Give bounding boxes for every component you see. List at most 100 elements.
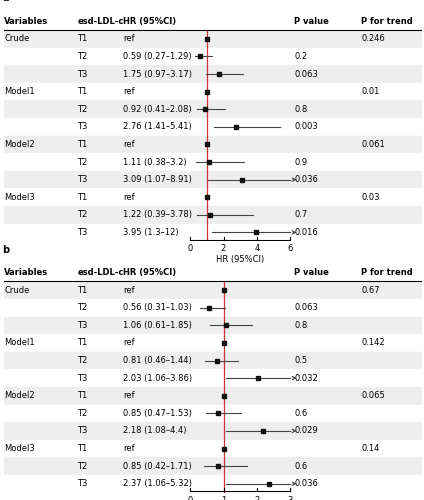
Text: 1: 1 bbox=[221, 496, 226, 500]
Text: T2: T2 bbox=[77, 356, 88, 365]
Text: 0.56 (0.31–1.03): 0.56 (0.31–1.03) bbox=[123, 303, 192, 312]
Text: Crude: Crude bbox=[4, 34, 30, 43]
Text: P for trend: P for trend bbox=[361, 268, 413, 277]
Text: 0.063: 0.063 bbox=[295, 303, 318, 312]
Text: 3.95 (1.3–12): 3.95 (1.3–12) bbox=[123, 228, 179, 237]
Text: 0.016: 0.016 bbox=[295, 228, 318, 237]
Text: esd-LDL-c: esd-LDL-c bbox=[77, 268, 124, 277]
Text: 0.142: 0.142 bbox=[361, 338, 385, 347]
Text: 0: 0 bbox=[187, 496, 193, 500]
Bar bbox=[4, 387, 422, 404]
Text: 2.76 (1.41–5.41): 2.76 (1.41–5.41) bbox=[123, 122, 192, 132]
Text: 0.032: 0.032 bbox=[295, 374, 318, 382]
Text: 0.029: 0.029 bbox=[295, 426, 318, 436]
Bar bbox=[4, 66, 422, 83]
Text: 0.036: 0.036 bbox=[295, 479, 318, 488]
Text: HR (95%CI): HR (95%CI) bbox=[216, 255, 264, 264]
Text: HR (95%CI): HR (95%CI) bbox=[123, 17, 176, 26]
Text: 0.7: 0.7 bbox=[295, 210, 308, 220]
Bar bbox=[4, 440, 422, 458]
Text: 0: 0 bbox=[187, 244, 193, 254]
Bar bbox=[4, 171, 422, 188]
Text: T1: T1 bbox=[77, 87, 88, 96]
Text: T2: T2 bbox=[77, 462, 88, 470]
Bar bbox=[4, 154, 422, 171]
Text: Variables: Variables bbox=[4, 268, 48, 277]
Text: 0.8: 0.8 bbox=[295, 105, 308, 114]
Text: 1.06 (0.61–1.85): 1.06 (0.61–1.85) bbox=[123, 321, 192, 330]
Text: T1: T1 bbox=[77, 140, 88, 149]
Text: 2.37 (1.06–5.32): 2.37 (1.06–5.32) bbox=[123, 479, 192, 488]
Bar bbox=[4, 206, 422, 224]
Text: 0.5: 0.5 bbox=[295, 356, 308, 365]
Text: T3: T3 bbox=[77, 70, 88, 78]
Text: 0.063: 0.063 bbox=[295, 70, 318, 78]
Text: T2: T2 bbox=[77, 210, 88, 220]
Text: T1: T1 bbox=[77, 34, 88, 43]
Text: ref: ref bbox=[123, 193, 135, 202]
Text: P value: P value bbox=[295, 17, 329, 26]
Text: 0.03: 0.03 bbox=[361, 193, 380, 202]
Bar bbox=[4, 299, 422, 316]
Bar bbox=[4, 224, 422, 242]
Text: 0.85 (0.42–1.71): 0.85 (0.42–1.71) bbox=[123, 462, 192, 470]
Text: Variables: Variables bbox=[4, 17, 48, 26]
Text: Model1: Model1 bbox=[4, 338, 35, 347]
Text: T1: T1 bbox=[77, 193, 88, 202]
Bar bbox=[4, 475, 422, 492]
Text: P value: P value bbox=[295, 268, 329, 277]
Text: 0.92 (0.41–2.08): 0.92 (0.41–2.08) bbox=[123, 105, 192, 114]
Bar bbox=[4, 264, 422, 281]
Text: 0.003: 0.003 bbox=[295, 122, 318, 132]
Text: T3: T3 bbox=[77, 321, 88, 330]
Text: 0.01: 0.01 bbox=[361, 87, 380, 96]
Text: 0.85 (0.47–1.53): 0.85 (0.47–1.53) bbox=[123, 409, 192, 418]
Text: T3: T3 bbox=[77, 426, 88, 436]
Text: 0.6: 0.6 bbox=[295, 462, 308, 470]
Text: ref: ref bbox=[123, 391, 135, 400]
Text: Model1: Model1 bbox=[4, 87, 35, 96]
Bar bbox=[4, 83, 422, 100]
Text: T2: T2 bbox=[77, 158, 88, 166]
Text: 0.061: 0.061 bbox=[361, 140, 385, 149]
Text: T1: T1 bbox=[77, 391, 88, 400]
Text: T2: T2 bbox=[77, 409, 88, 418]
Text: ref: ref bbox=[123, 140, 135, 149]
Text: HR (95%CI): HR (95%CI) bbox=[123, 268, 176, 277]
Text: T1: T1 bbox=[77, 286, 88, 294]
Text: 2: 2 bbox=[254, 496, 259, 500]
Text: 3: 3 bbox=[287, 496, 293, 500]
Text: 0.8: 0.8 bbox=[295, 321, 308, 330]
Text: 0.14: 0.14 bbox=[361, 444, 380, 453]
Text: 0.6: 0.6 bbox=[295, 409, 308, 418]
Text: T3: T3 bbox=[77, 175, 88, 184]
Text: Model2: Model2 bbox=[4, 391, 35, 400]
Text: T2: T2 bbox=[77, 303, 88, 312]
Bar bbox=[4, 100, 422, 118]
Bar bbox=[4, 136, 422, 154]
Bar bbox=[4, 404, 422, 422]
Text: 1.11 (0.38–3.2): 1.11 (0.38–3.2) bbox=[123, 158, 187, 166]
Text: 0.9: 0.9 bbox=[295, 158, 308, 166]
Text: 4: 4 bbox=[254, 244, 259, 254]
Bar bbox=[4, 458, 422, 475]
Text: 1.22 (0.39–3.78): 1.22 (0.39–3.78) bbox=[123, 210, 192, 220]
Text: Crude: Crude bbox=[4, 286, 30, 294]
Text: T2: T2 bbox=[77, 52, 88, 61]
Bar bbox=[4, 422, 422, 440]
Text: T3: T3 bbox=[77, 122, 88, 132]
Text: T1: T1 bbox=[77, 444, 88, 453]
Text: ref: ref bbox=[123, 444, 135, 453]
Text: b: b bbox=[2, 244, 9, 254]
Text: 0.59 (0.27–1.29): 0.59 (0.27–1.29) bbox=[123, 52, 192, 61]
Text: T3: T3 bbox=[77, 374, 88, 382]
Text: 3.09 (1.07–8.91): 3.09 (1.07–8.91) bbox=[123, 175, 192, 184]
Text: 0.036: 0.036 bbox=[295, 175, 318, 184]
Bar bbox=[4, 334, 422, 351]
Text: ref: ref bbox=[123, 87, 135, 96]
Text: ref: ref bbox=[123, 286, 135, 294]
Text: P for trend: P for trend bbox=[361, 17, 413, 26]
Bar bbox=[4, 316, 422, 334]
Text: T3: T3 bbox=[77, 228, 88, 237]
Bar bbox=[4, 12, 422, 30]
